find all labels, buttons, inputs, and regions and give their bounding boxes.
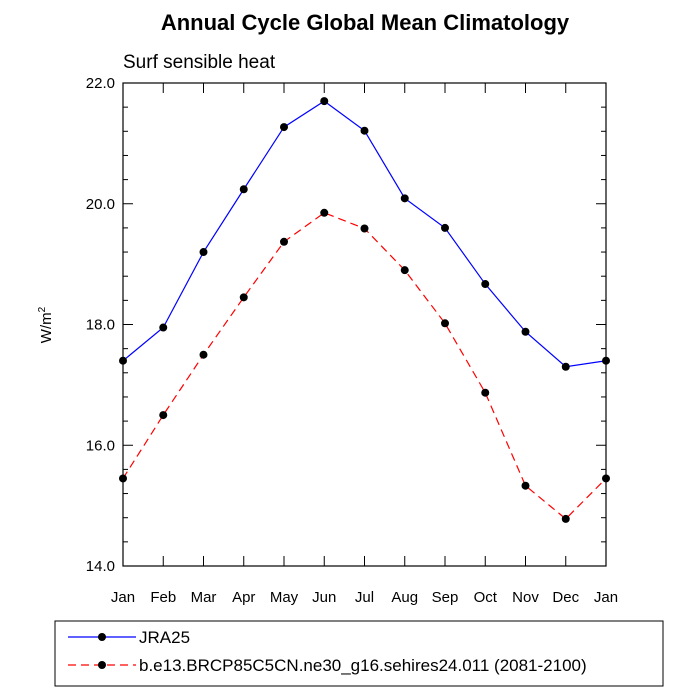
series-1-point xyxy=(481,388,490,397)
y-axis-label: W/m2 xyxy=(37,306,55,343)
series-1-point xyxy=(199,350,208,359)
series-0-point xyxy=(602,356,610,365)
series-0-point xyxy=(481,280,490,289)
series-0-point xyxy=(320,97,329,106)
x-tick-label: Sep xyxy=(432,589,459,606)
series-line-1 xyxy=(122,212,607,520)
series-layer xyxy=(119,97,610,523)
series-1-point xyxy=(320,208,329,217)
legend-label-model: b.e13.BRCP85C5CN.ne30_g16.sehires24.011 … xyxy=(139,656,587,675)
x-tick-label: Feb xyxy=(150,589,176,606)
legend-marker-jra25 xyxy=(98,633,106,641)
x-tick-label: May xyxy=(270,589,299,606)
series-0-point xyxy=(239,185,248,194)
series-0-point xyxy=(561,362,570,371)
series-1-point xyxy=(561,514,570,523)
plot-frame xyxy=(122,82,607,567)
series-1-point xyxy=(441,319,449,328)
y-tick-label: 18.0 xyxy=(86,317,115,334)
y-axis-label-superscript: 2 xyxy=(37,306,48,312)
series-1-point xyxy=(400,266,409,275)
series-0-point xyxy=(280,123,288,132)
y-tick-label: 16.0 xyxy=(86,437,115,454)
series-line-0 xyxy=(122,100,607,368)
legend-label-jra25: JRA25 xyxy=(139,628,190,647)
x-tick-label: Apr xyxy=(232,589,255,606)
legend: JRA25 b.e13.BRCP85C5CN.ne30_g16.sehires2… xyxy=(54,620,664,687)
series-1-point xyxy=(602,474,610,483)
x-axis: Jan Feb Mar Apr May Jun Jul Aug Sep Oct Nov Dec Jan xyxy=(111,83,618,606)
series-0-point xyxy=(119,356,127,365)
y-axis-label-text: W/m xyxy=(38,312,55,343)
x-tick-label: Oct xyxy=(474,589,498,606)
series-1-point xyxy=(159,411,168,420)
series-1-point xyxy=(360,224,369,233)
x-tick-label: Jan xyxy=(594,589,618,606)
x-tick-label: Jan xyxy=(111,589,135,606)
series-0-point xyxy=(521,327,530,336)
y-tick-label: 14.0 xyxy=(86,558,115,575)
series-1-point xyxy=(280,237,288,246)
chart-title: Annual Cycle Global Mean Climatology xyxy=(161,10,570,35)
series-0-point xyxy=(441,223,449,232)
x-tick-label: Dec xyxy=(552,589,579,606)
x-tick-label: Jun xyxy=(312,589,336,606)
series-0-point xyxy=(400,194,409,203)
legend-box xyxy=(54,620,664,687)
chart-subtitle: Surf sensible heat xyxy=(123,52,276,73)
x-tick-label: Aug xyxy=(391,589,418,606)
series-0-point xyxy=(159,323,168,332)
legend-marker-model xyxy=(98,661,106,669)
series-0-point xyxy=(360,126,369,135)
x-tick-label: Nov xyxy=(512,589,539,606)
series-1-point xyxy=(521,481,530,490)
y-tick-label: 22.0 xyxy=(86,75,115,92)
y-tick-label: 20.0 xyxy=(86,196,115,213)
x-tick-label: Mar xyxy=(191,589,217,606)
x-tick-label: Jul xyxy=(355,589,374,606)
series-1-point xyxy=(119,474,127,483)
series-1-point xyxy=(239,293,248,302)
series-0-point xyxy=(199,248,208,257)
y-axis: 14.0 16.0 18.0 20.0 22.0 xyxy=(86,75,606,575)
